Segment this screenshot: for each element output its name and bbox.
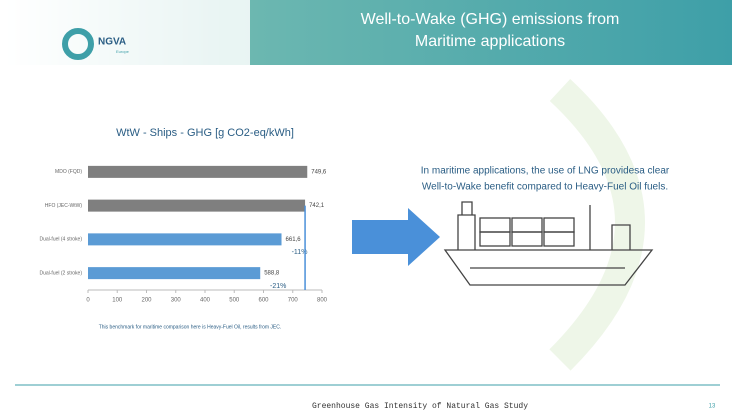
bar xyxy=(88,165,308,178)
logo-mark xyxy=(62,28,94,60)
y-tick-label: Dual-fuel (4 stroke) xyxy=(39,237,82,243)
x-tick-label: 700 xyxy=(288,298,299,304)
page-number: 13 xyxy=(709,404,716,410)
x-tick-label: 500 xyxy=(229,298,240,304)
x-tick-label: 400 xyxy=(200,298,211,304)
y-tick-label: MDO (FQD) xyxy=(55,169,82,175)
y-tick-label: HFO (JEC-WtW) xyxy=(45,203,83,209)
x-tick-label: 200 xyxy=(141,298,152,304)
message: In maritime applications, the use of LNG… xyxy=(421,166,670,177)
x-tick-label: 100 xyxy=(112,298,123,304)
value-label: 588,8 xyxy=(264,271,280,277)
y-tick-label: Dual-fuel (2 stroke) xyxy=(39,270,82,276)
ship-icon xyxy=(443,201,654,286)
value-label: 749,6 xyxy=(311,169,327,175)
message: Well-to-Wake benefit compared to Heavy-F… xyxy=(422,182,668,193)
x-tick-label: 300 xyxy=(171,298,182,304)
annotation: -21% xyxy=(270,283,286,290)
chart-note: This benchmark for maritime comparison h… xyxy=(99,324,282,330)
chart-title: WtW - Ships - GHG [g CO2-eq/kWh] xyxy=(116,127,294,139)
bar xyxy=(88,233,282,246)
bar xyxy=(88,267,261,280)
slide-title: Maritime applications xyxy=(415,33,565,50)
watermark xyxy=(549,79,645,371)
value-label: 742,1 xyxy=(309,203,325,209)
bar xyxy=(88,199,306,212)
logo-text: NGVA xyxy=(98,37,126,48)
logo-sub: Europe xyxy=(116,49,130,54)
slide-title: Well-to-Wake (GHG) emissions from xyxy=(361,11,620,28)
logo-area xyxy=(0,0,250,65)
x-tick-label: 600 xyxy=(258,298,269,304)
annotation: -11% xyxy=(292,249,308,256)
x-tick-label: 0 xyxy=(86,298,90,304)
value-label: 661,6 xyxy=(286,237,302,243)
footer-text: Greenhouse Gas Intensity of Natural Gas … xyxy=(312,402,528,411)
arrow xyxy=(352,208,440,266)
x-tick-label: 800 xyxy=(317,298,328,304)
